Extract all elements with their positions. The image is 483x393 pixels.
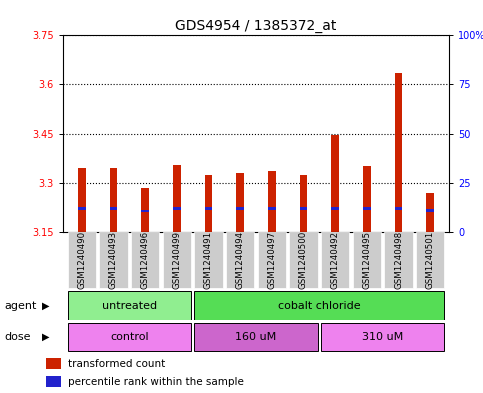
Text: GSM1240495: GSM1240495	[362, 231, 371, 289]
Bar	[331, 207, 339, 210]
Text: GSM1240493: GSM1240493	[109, 231, 118, 289]
Bar	[46, 358, 61, 369]
Text: ▶: ▶	[42, 301, 50, 310]
Bar	[46, 376, 61, 387]
FancyBboxPatch shape	[226, 232, 255, 288]
FancyBboxPatch shape	[131, 232, 159, 288]
Text: transformed count: transformed count	[68, 359, 165, 369]
Bar	[331, 135, 339, 232]
FancyBboxPatch shape	[194, 292, 444, 320]
Text: GSM1240499: GSM1240499	[172, 231, 181, 289]
Text: ▶: ▶	[42, 332, 50, 342]
Bar	[110, 168, 117, 232]
FancyBboxPatch shape	[194, 323, 318, 351]
Text: GSM1240492: GSM1240492	[331, 231, 340, 289]
FancyBboxPatch shape	[194, 232, 223, 288]
Bar	[78, 168, 86, 232]
Bar	[204, 174, 213, 232]
Text: 160 uM: 160 uM	[235, 332, 277, 342]
FancyBboxPatch shape	[68, 232, 96, 288]
Bar	[78, 207, 86, 210]
FancyBboxPatch shape	[384, 232, 413, 288]
Bar	[268, 207, 276, 210]
FancyBboxPatch shape	[163, 232, 191, 288]
Text: control: control	[110, 332, 149, 342]
Bar	[363, 207, 371, 210]
Text: dose: dose	[5, 332, 31, 342]
Text: GSM1240494: GSM1240494	[236, 231, 245, 289]
Bar	[204, 207, 213, 210]
Bar	[236, 207, 244, 210]
Bar	[173, 165, 181, 232]
FancyBboxPatch shape	[257, 232, 286, 288]
Text: untreated: untreated	[102, 301, 157, 310]
Text: 310 uM: 310 uM	[362, 332, 403, 342]
FancyBboxPatch shape	[289, 232, 318, 288]
Bar	[173, 207, 181, 210]
Bar	[395, 73, 402, 232]
FancyBboxPatch shape	[416, 232, 444, 288]
Text: GSM1240496: GSM1240496	[141, 231, 150, 289]
FancyBboxPatch shape	[68, 292, 191, 320]
FancyBboxPatch shape	[321, 323, 444, 351]
Bar	[236, 173, 244, 232]
Text: GSM1240490: GSM1240490	[77, 231, 86, 289]
Bar	[268, 171, 276, 232]
Bar	[426, 193, 434, 232]
Text: agent: agent	[5, 301, 37, 310]
Bar	[395, 207, 402, 210]
Text: GSM1240491: GSM1240491	[204, 231, 213, 289]
Text: cobalt chloride: cobalt chloride	[278, 301, 361, 310]
Text: GSM1240501: GSM1240501	[426, 231, 435, 290]
Bar	[363, 166, 371, 232]
Text: GSM1240500: GSM1240500	[299, 231, 308, 290]
Text: GSM1240498: GSM1240498	[394, 231, 403, 289]
FancyBboxPatch shape	[353, 232, 381, 288]
FancyBboxPatch shape	[99, 232, 128, 288]
FancyBboxPatch shape	[321, 232, 349, 288]
FancyBboxPatch shape	[68, 323, 191, 351]
Bar	[141, 209, 149, 212]
Bar	[110, 207, 117, 210]
Bar	[299, 174, 308, 232]
Text: percentile rank within the sample: percentile rank within the sample	[68, 377, 243, 387]
Title: GDS4954 / 1385372_at: GDS4954 / 1385372_at	[175, 19, 337, 33]
Bar	[426, 209, 434, 211]
Text: GSM1240497: GSM1240497	[267, 231, 276, 289]
Bar	[141, 187, 149, 232]
Bar	[299, 207, 308, 210]
